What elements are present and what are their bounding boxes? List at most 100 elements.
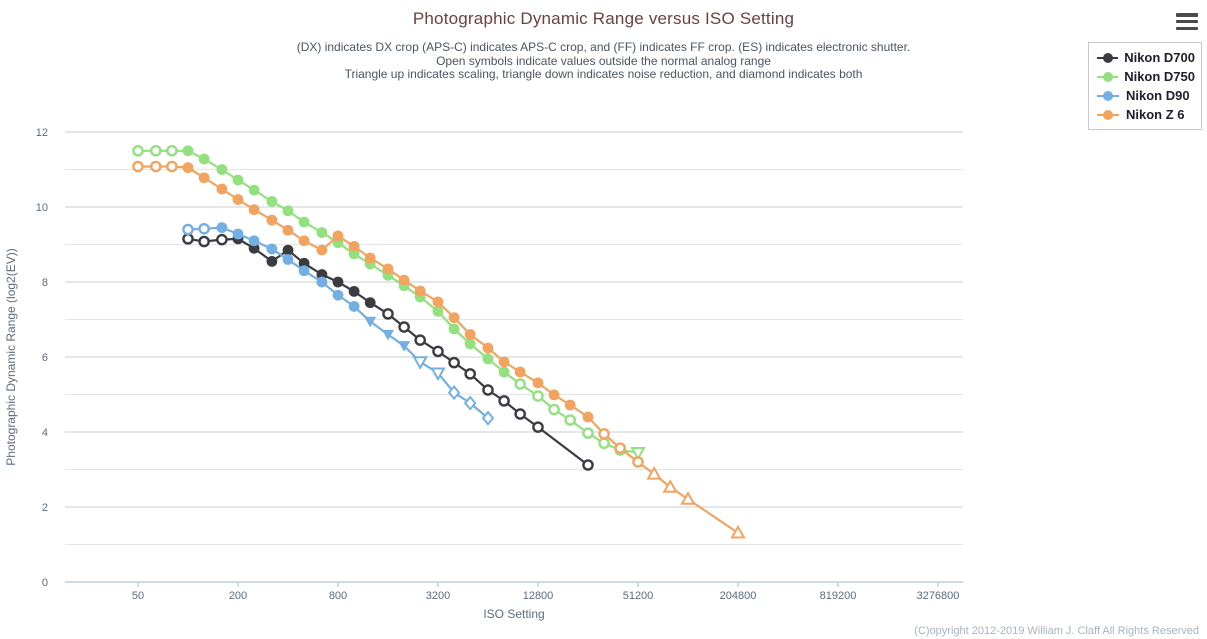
data-point[interactable] bbox=[266, 214, 278, 226]
data-point[interactable] bbox=[282, 254, 294, 265]
data-point[interactable] bbox=[481, 410, 495, 426]
data-point[interactable] bbox=[216, 222, 228, 234]
data-point[interactable] bbox=[382, 329, 394, 341]
data-point[interactable] bbox=[414, 334, 426, 346]
data-point[interactable] bbox=[548, 403, 560, 416]
data-point[interactable] bbox=[432, 305, 444, 317]
data-point[interactable] bbox=[398, 274, 410, 286]
data-point[interactable] bbox=[548, 389, 560, 401]
data-point[interactable] bbox=[646, 465, 662, 480]
data-point[interactable] bbox=[432, 296, 444, 308]
data-point[interactable] bbox=[282, 205, 294, 217]
data-point[interactable] bbox=[348, 300, 360, 312]
data-point[interactable] bbox=[332, 289, 344, 301]
data-point[interactable] bbox=[298, 265, 310, 277]
series-nikon-d750[interactable] bbox=[132, 144, 646, 461]
data-point[interactable] bbox=[316, 227, 328, 238]
data-point[interactable] bbox=[598, 428, 610, 440]
data-point[interactable] bbox=[514, 366, 526, 378]
data-point[interactable] bbox=[298, 235, 310, 247]
data-point[interactable] bbox=[150, 160, 162, 173]
chart-menu-icon[interactable] bbox=[1176, 13, 1198, 30]
data-point[interactable] bbox=[332, 276, 344, 288]
data-point[interactable] bbox=[514, 378, 526, 390]
legend-item-nikon-z6[interactable]: Nikon Z 6 bbox=[1096, 105, 1195, 124]
data-point[interactable] bbox=[216, 183, 228, 195]
data-point[interactable] bbox=[248, 204, 260, 216]
data-point[interactable] bbox=[332, 230, 344, 242]
data-point[interactable] bbox=[248, 184, 260, 196]
data-point[interactable] bbox=[463, 395, 477, 411]
data-point[interactable] bbox=[398, 341, 411, 352]
series-nikon-d90[interactable] bbox=[182, 222, 495, 426]
data-point[interactable] bbox=[398, 321, 410, 333]
data-point[interactable] bbox=[298, 257, 310, 269]
data-point[interactable] bbox=[382, 263, 394, 275]
data-point[interactable] bbox=[498, 395, 510, 407]
data-point[interactable] bbox=[266, 195, 278, 207]
data-point[interactable] bbox=[198, 153, 210, 165]
data-point[interactable] bbox=[182, 145, 194, 157]
data-point[interactable] bbox=[316, 276, 328, 288]
data-point[interactable] bbox=[498, 356, 510, 368]
data-point[interactable] bbox=[364, 252, 376, 264]
data-point[interactable] bbox=[464, 368, 476, 380]
data-point[interactable] bbox=[430, 367, 446, 382]
data-point[interactable] bbox=[582, 411, 594, 423]
data-point[interactable] bbox=[198, 172, 210, 184]
data-point[interactable] bbox=[632, 456, 644, 468]
legend-item-nikon-d750[interactable]: Nikon D750 bbox=[1096, 67, 1195, 86]
data-point[interactable] bbox=[232, 228, 244, 240]
data-point[interactable] bbox=[166, 144, 178, 157]
data-point[interactable] bbox=[348, 285, 360, 297]
data-point[interactable] bbox=[482, 342, 494, 354]
data-point[interactable] bbox=[464, 338, 476, 350]
data-point[interactable] bbox=[364, 316, 377, 328]
data-point[interactable] bbox=[598, 437, 610, 450]
data-point[interactable] bbox=[216, 164, 228, 175]
data-point[interactable] bbox=[382, 308, 394, 320]
data-point[interactable] bbox=[198, 235, 210, 248]
data-point[interactable] bbox=[298, 216, 310, 228]
data-point[interactable] bbox=[166, 160, 178, 173]
data-point[interactable] bbox=[132, 160, 144, 173]
data-point[interactable] bbox=[364, 297, 376, 309]
data-point[interactable] bbox=[266, 243, 278, 255]
legend-item-nikon-d90[interactable]: Nikon D90 bbox=[1096, 86, 1195, 105]
data-point[interactable] bbox=[582, 427, 594, 439]
data-point[interactable] bbox=[150, 144, 162, 157]
data-point[interactable] bbox=[316, 244, 328, 256]
legend-item-nikon-d700[interactable]: Nikon D700 bbox=[1096, 48, 1195, 67]
data-point[interactable] bbox=[198, 222, 210, 235]
data-point[interactable] bbox=[216, 233, 228, 246]
data-point[interactable] bbox=[498, 366, 510, 378]
data-point[interactable] bbox=[532, 421, 544, 433]
data-point[interactable] bbox=[414, 285, 426, 297]
series-nikon-z-6[interactable] bbox=[132, 160, 746, 539]
data-point[interactable] bbox=[532, 377, 544, 389]
data-point[interactable] bbox=[316, 269, 328, 280]
data-point[interactable] bbox=[564, 414, 576, 426]
data-point[interactable] bbox=[282, 244, 294, 256]
data-point[interactable] bbox=[248, 242, 260, 254]
data-point[interactable] bbox=[447, 385, 461, 401]
data-point[interactable] bbox=[232, 194, 244, 205]
data-point[interactable] bbox=[448, 323, 460, 335]
data-point[interactable] bbox=[182, 162, 194, 174]
data-point[interactable] bbox=[482, 384, 494, 396]
data-point[interactable] bbox=[532, 390, 544, 402]
data-point[interactable] bbox=[348, 248, 360, 260]
data-point[interactable] bbox=[514, 408, 526, 420]
data-point[interactable] bbox=[132, 144, 144, 157]
data-point[interactable] bbox=[730, 524, 746, 539]
data-point[interactable] bbox=[266, 255, 278, 267]
data-point[interactable] bbox=[432, 345, 444, 358]
data-point[interactable] bbox=[282, 224, 294, 236]
data-point[interactable] bbox=[182, 223, 194, 236]
data-point[interactable] bbox=[662, 479, 678, 493]
data-point[interactable] bbox=[448, 356, 460, 369]
data-point[interactable] bbox=[348, 240, 360, 252]
data-point[interactable] bbox=[482, 353, 494, 365]
data-point[interactable] bbox=[232, 174, 244, 186]
data-point[interactable] bbox=[614, 442, 626, 454]
